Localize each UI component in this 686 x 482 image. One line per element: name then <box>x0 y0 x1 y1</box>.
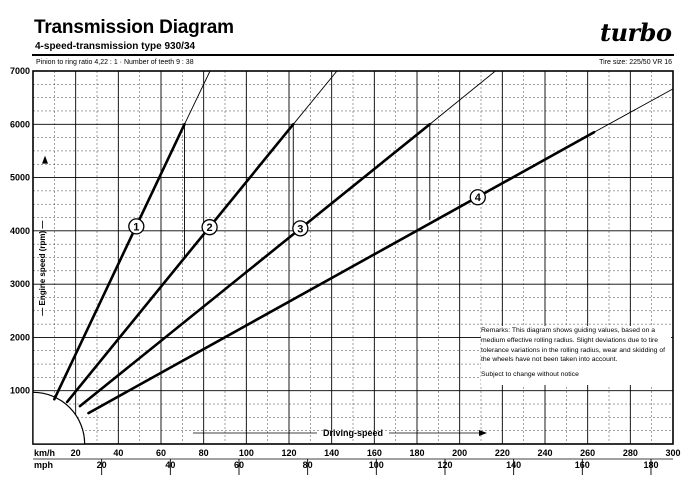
mph-tick-label: 120 <box>437 460 452 470</box>
y-tick-label: 6000 <box>10 119 30 129</box>
x-axis-label: Driving-speed <box>323 428 383 438</box>
y-axis-label: — Engine speed (rpm) — <box>38 221 47 316</box>
gear-2-badge <box>201 219 218 236</box>
x-tick-label: 20 <box>71 448 81 458</box>
y-tick-label: 2000 <box>10 332 30 342</box>
page-title: Transmission Diagram <box>34 17 234 38</box>
x-tick-label: 180 <box>409 448 424 458</box>
tire-info: Tire size: 225/50 VR 16 <box>599 59 672 66</box>
x-tick-label: 160 <box>367 448 382 458</box>
mph-tick-label: 40 <box>165 460 175 470</box>
gear-3-label: 3 <box>297 223 303 235</box>
remarks-box: Remarks: This diagram shows guiding valu… <box>481 326 671 385</box>
y-tick-label: 3000 <box>10 279 30 289</box>
x-tick-label: 260 <box>580 448 595 458</box>
mph-tick-label: 160 <box>575 460 590 470</box>
gear-4-label: 4 <box>475 192 482 204</box>
gear-2-label: 2 <box>207 222 213 234</box>
x-tick-label: 300 <box>665 448 680 458</box>
y-tick-label: 7000 <box>10 66 30 76</box>
x-axis-arrow-icon <box>479 430 487 436</box>
y-tick-label: 5000 <box>10 173 30 183</box>
plot-frame <box>32 70 674 445</box>
turbo-logo: turbo <box>600 18 672 47</box>
gear-1-line <box>53 122 186 401</box>
gear-1-label: 1 <box>133 221 139 233</box>
gear-1-badge <box>128 218 145 235</box>
remarks-notice: Subject to change without notice <box>481 371 579 379</box>
x-tick-label: 40 <box>113 448 123 458</box>
y-tick-label: 4000 <box>10 226 30 236</box>
gear-2-line <box>65 122 295 404</box>
x-unit-mph: mph <box>34 460 53 470</box>
x-tick-label: 120 <box>281 448 296 458</box>
gear-lines <box>53 71 673 415</box>
x-tick-label: 100 <box>239 448 254 458</box>
x-unit-kmh: km/h <box>34 448 55 458</box>
x-tick-label: 140 <box>324 448 339 458</box>
mph-tick-label: 180 <box>643 460 658 470</box>
gear-4-extension <box>593 88 673 133</box>
x-tick-label: 280 <box>623 448 638 458</box>
y-tick-label: 1000 <box>10 386 30 396</box>
gear-3-line <box>78 122 432 408</box>
page-subtitle: 4-speed-transmission type 930/34 <box>35 41 196 52</box>
remarks-text: Remarks: This diagram shows guiding valu… <box>481 327 665 364</box>
x-tick-label: 60 <box>156 448 166 458</box>
gear-2-extension <box>292 71 338 125</box>
x-tick-label: 200 <box>452 448 467 458</box>
mph-tick-label: 140 <box>506 460 521 470</box>
gear-3-badge <box>292 220 309 237</box>
mph-tick-label: 80 <box>303 460 313 470</box>
gear-3-extension <box>429 71 496 125</box>
mph-tick-label: 20 <box>97 460 107 470</box>
gear-1-extension <box>184 71 211 125</box>
x-tick-label: 220 <box>495 448 510 458</box>
ratio-info: Pinion to ring ratio 4,22 : 1 · Number o… <box>36 59 194 66</box>
header-divider <box>32 54 674 56</box>
x-tick-label: 80 <box>199 448 209 458</box>
mph-tick-label: 60 <box>234 460 244 470</box>
idle-zone-arc <box>32 391 86 445</box>
x-tick-label: 240 <box>537 448 552 458</box>
mph-tick-label: 100 <box>369 460 384 470</box>
gear-4-badge <box>469 189 486 206</box>
y-axis-arrow-icon <box>42 155 48 164</box>
gear-4-line <box>87 130 596 415</box>
